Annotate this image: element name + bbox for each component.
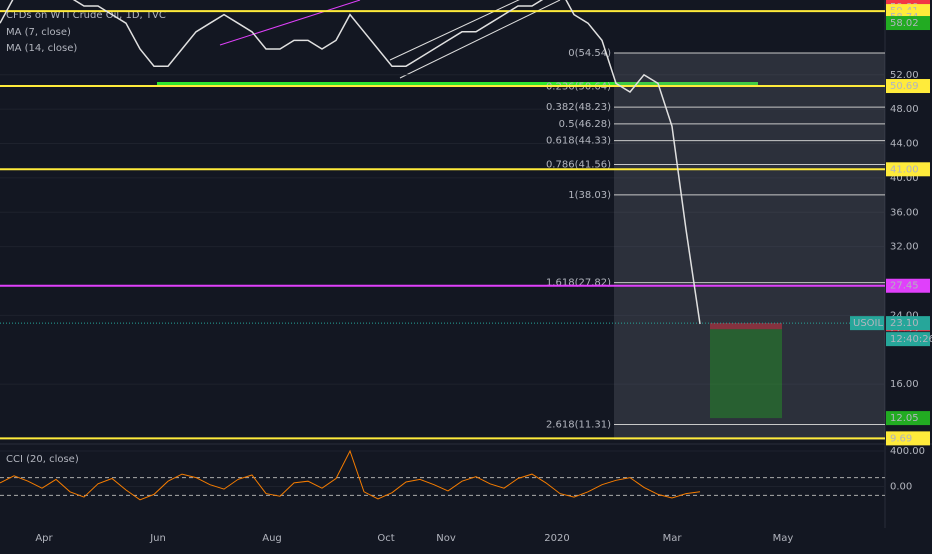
price-tag: 41.00 xyxy=(890,164,919,175)
price-tag-bg xyxy=(886,162,930,177)
stop-zone xyxy=(710,323,782,330)
countdown-tag-bg xyxy=(886,332,930,347)
fib-label: 0.618(44.33) xyxy=(546,136,611,147)
channel-line xyxy=(399,0,561,79)
legend-ma: MA (14, close) xyxy=(6,43,77,54)
fib-label: 1(38.03) xyxy=(568,190,611,201)
price-tag-bg xyxy=(886,16,930,31)
y-tick-label: 400.00 xyxy=(890,446,925,457)
y-tick-label: 36.00 xyxy=(890,207,919,218)
fib-label: 0.382(48.23) xyxy=(546,102,611,113)
x-tick-label: Apr xyxy=(35,533,53,544)
legend-ma: MA (7, close) xyxy=(6,27,71,38)
price-tag: 50.69 xyxy=(890,81,919,92)
y-tick-label: 24.00 xyxy=(890,310,919,321)
price-tag-bg xyxy=(886,278,930,293)
x-tick-label: Jun xyxy=(149,533,166,544)
fib-label: 0(54.54) xyxy=(568,48,611,59)
fib-label: 2.618(11.31) xyxy=(546,419,611,430)
channel-line xyxy=(389,0,520,61)
y-tick-label: 0.00 xyxy=(890,481,912,492)
target-zone xyxy=(710,329,782,419)
x-tick-label: Aug xyxy=(262,533,282,544)
price-tag-bg xyxy=(886,411,930,426)
price-tag: 27.45 xyxy=(890,281,919,292)
support-zone xyxy=(157,82,758,87)
x-tick-label: 2020 xyxy=(544,533,569,544)
price-tag-bg xyxy=(886,431,930,446)
cci-line xyxy=(0,449,701,501)
symbol-price-tag-bg xyxy=(886,316,930,331)
price-tag-bg xyxy=(886,79,930,94)
legend-symbol: CFDs on WTI Crude Oil, 1D, TVC xyxy=(6,10,166,21)
x-tick-label: Oct xyxy=(377,533,394,544)
x-tick-label: Mar xyxy=(663,533,683,544)
price-line xyxy=(0,0,701,325)
x-tick-label: Nov xyxy=(436,533,456,544)
y-tick-label: 32.00 xyxy=(890,242,919,253)
symbol-name-bg xyxy=(850,316,884,331)
symbol-price-tag: 23.10 xyxy=(890,318,919,329)
y-tick-label: 48.00 xyxy=(890,104,919,115)
price-tag: 9.69 xyxy=(890,433,912,444)
channel-line xyxy=(219,0,361,46)
y-tick-label: 52.00 xyxy=(890,70,919,81)
x-tick-label: May xyxy=(773,533,794,544)
fib-label: 0.786(41.56) xyxy=(546,159,611,170)
fib-box xyxy=(614,52,885,440)
price-tag: 12.05 xyxy=(890,413,919,424)
fib-label: 0.5(46.28) xyxy=(559,119,611,130)
cci-label: CCI (20, close) xyxy=(6,454,79,465)
y-tick-label: 40.00 xyxy=(890,173,919,184)
fib-label: 1.618(27.82) xyxy=(546,278,611,289)
price-tag: 58.02 xyxy=(890,18,919,29)
y-tick-label: 16.00 xyxy=(890,379,919,390)
symbol-name: USOIL xyxy=(853,318,883,329)
countdown-tag: 12:40:26 xyxy=(890,334,932,345)
y-tick-label: 44.00 xyxy=(890,139,919,150)
